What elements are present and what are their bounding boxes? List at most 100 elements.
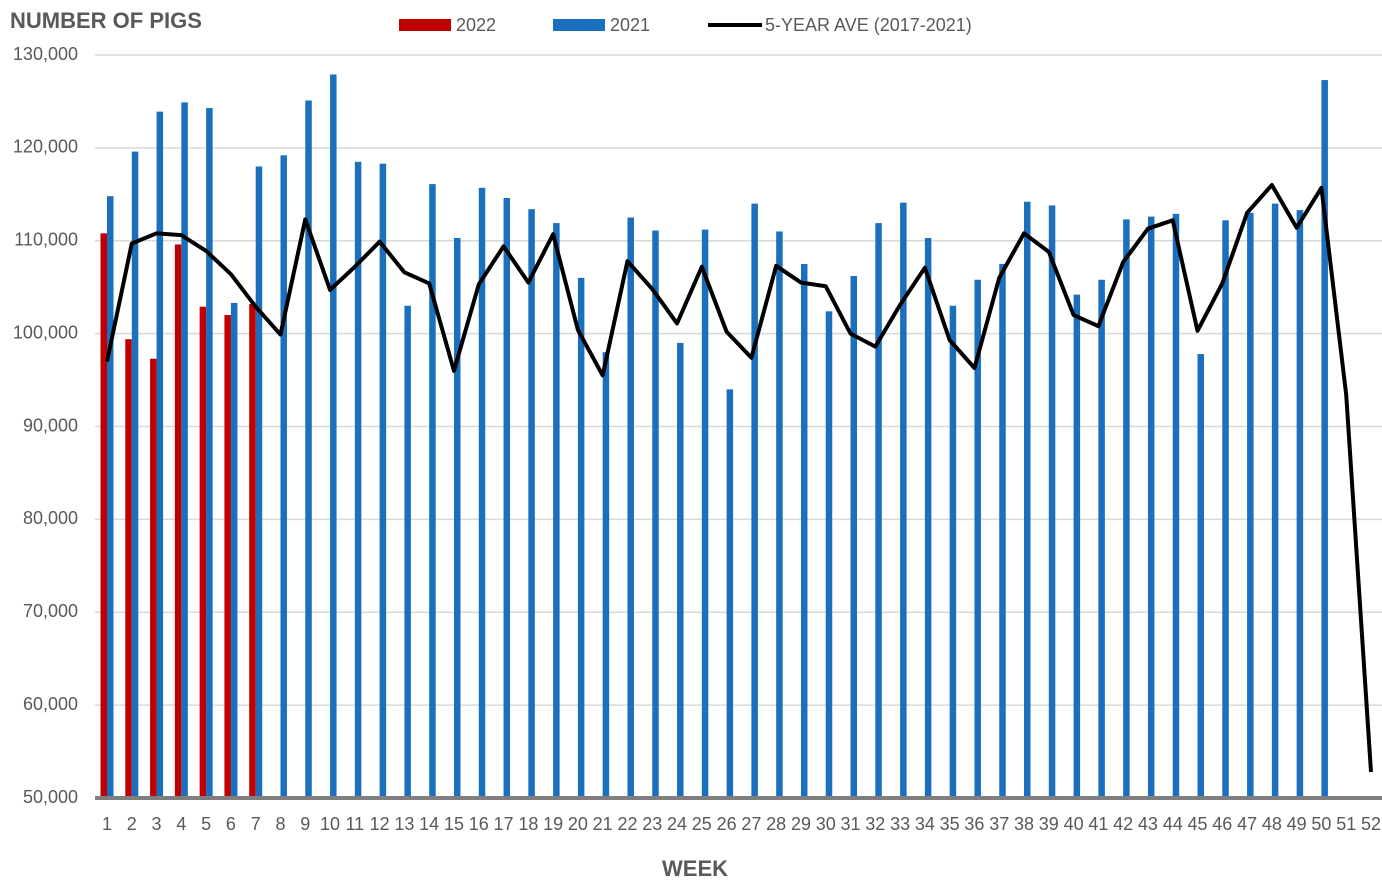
x-tick-label: 8 — [275, 814, 285, 834]
bar — [379, 163, 387, 798]
bar — [181, 102, 188, 798]
bar — [1321, 80, 1328, 799]
bar — [900, 202, 907, 798]
x-tick-label: 27 — [741, 814, 761, 834]
bar — [701, 229, 709, 799]
x-tick-label: 14 — [419, 814, 439, 834]
legend-label: 2022 — [456, 15, 496, 35]
x-tick-label: 3 — [152, 814, 162, 834]
bar — [553, 223, 560, 798]
bar — [249, 303, 256, 798]
x-tick-label: 13 — [394, 814, 414, 834]
x-tick-label: 35 — [940, 814, 960, 834]
bar — [974, 279, 981, 798]
x-tick-label: 2 — [127, 814, 137, 834]
x-tick-label: 1 — [102, 814, 112, 834]
bar — [404, 305, 411, 798]
bar — [800, 263, 808, 798]
bar — [330, 74, 337, 798]
bar — [776, 231, 783, 798]
x-tick-label: 43 — [1138, 814, 1158, 834]
x-tick-label: 38 — [1014, 814, 1034, 834]
x-tick-label: 18 — [518, 814, 538, 834]
bar — [751, 203, 758, 799]
bar — [1147, 216, 1155, 799]
bar — [1123, 219, 1130, 799]
bar — [1172, 213, 1180, 798]
x-tick-label: 28 — [766, 814, 786, 834]
bar — [125, 339, 132, 798]
bar — [354, 161, 362, 798]
bar — [503, 198, 511, 799]
bar — [224, 315, 231, 798]
x-tick-label: 31 — [841, 814, 861, 834]
y-tick-label: 90,000 — [23, 415, 78, 435]
bar — [528, 209, 535, 799]
x-tick-label: 5 — [201, 814, 211, 834]
x-tick-label: 15 — [444, 814, 464, 834]
x-tick-label: 11 — [345, 814, 364, 834]
bar — [280, 155, 287, 798]
x-tick-label: 24 — [667, 814, 687, 834]
x-tick-label: 51 — [1336, 814, 1356, 834]
bar — [453, 237, 461, 798]
x-tick-label: 46 — [1212, 814, 1232, 834]
x-axis-label: WEEK — [662, 856, 728, 881]
x-tick-label: 52 — [1361, 814, 1381, 834]
y-tick-label: 130,000 — [13, 44, 78, 64]
x-tick-label: 33 — [890, 814, 910, 834]
legend-swatch — [399, 19, 451, 31]
x-tick-label: 22 — [617, 814, 637, 834]
bar — [1048, 205, 1056, 798]
y-tick-label: 100,000 — [13, 322, 78, 342]
x-tick-label: 44 — [1163, 814, 1183, 834]
bar — [627, 217, 634, 798]
x-tick-label: 4 — [176, 814, 186, 834]
bar — [1024, 201, 1031, 798]
y-tick-label: 80,000 — [23, 508, 78, 528]
bar — [156, 111, 164, 798]
bar — [100, 233, 107, 798]
bar — [1098, 279, 1105, 798]
bar — [602, 352, 610, 798]
bar — [1197, 354, 1205, 798]
x-tick-label: 21 — [593, 814, 613, 834]
x-tick-label: 9 — [300, 814, 310, 834]
chart-title: NUMBER OF PIGS — [10, 8, 202, 33]
y-tick-label: 50,000 — [23, 787, 78, 807]
bar — [150, 358, 157, 798]
bar — [1247, 212, 1254, 798]
x-tick-label: 23 — [642, 814, 662, 834]
bar — [652, 230, 659, 798]
x-tick-label: 20 — [568, 814, 588, 834]
bar — [726, 389, 734, 798]
bar — [949, 305, 957, 798]
y-tick-label: 110,000 — [14, 230, 78, 250]
x-tick-label: 29 — [791, 814, 811, 834]
bar — [999, 263, 1006, 798]
bar — [107, 196, 114, 799]
bar — [677, 342, 684, 798]
y-tick-label: 70,000 — [23, 601, 78, 621]
x-tick-label: 50 — [1311, 814, 1331, 834]
x-tick-label: 7 — [251, 814, 261, 834]
bar — [850, 276, 858, 799]
x-tick-label: 25 — [692, 814, 712, 834]
bar — [577, 277, 585, 798]
x-tick-label: 6 — [226, 814, 236, 834]
x-tick-label: 17 — [494, 814, 514, 834]
x-tick-label: 37 — [989, 814, 1009, 834]
bar — [206, 107, 213, 799]
bar — [875, 223, 882, 798]
x-tick-label: 16 — [469, 814, 489, 834]
legend-label: 5-YEAR AVE (2017-2021) — [765, 15, 972, 35]
bar — [825, 311, 833, 798]
bar — [305, 100, 312, 799]
x-tick-label: 49 — [1287, 814, 1307, 834]
legend-label: 2021 — [610, 15, 650, 35]
bar — [1296, 210, 1304, 798]
x-tick-label: 42 — [1113, 814, 1133, 834]
line — [105, 183, 1373, 773]
bar — [1271, 203, 1279, 799]
x-tick-label: 19 — [543, 814, 563, 834]
